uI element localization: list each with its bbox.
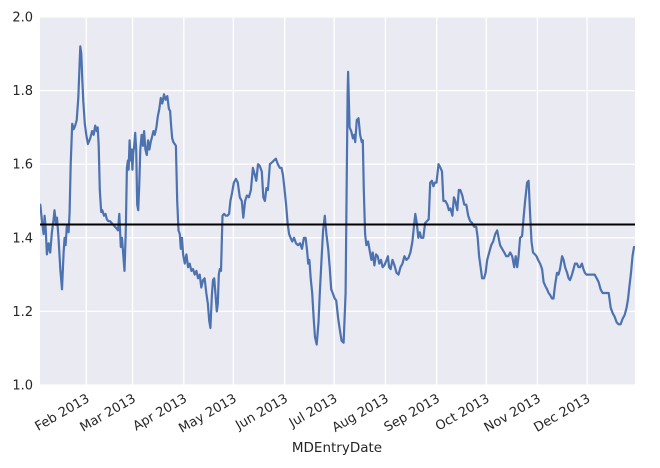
- y-tick-label: 1.0: [12, 379, 33, 394]
- y-tick-label: 2.0: [12, 11, 33, 26]
- plot-area: [40, 17, 635, 385]
- y-tick-label: 1.4: [12, 231, 33, 246]
- y-tick-label: 1.6: [12, 158, 33, 173]
- x-axis-label: MDEntryDate: [292, 440, 382, 456]
- y-tick-label: 1.2: [12, 305, 33, 320]
- y-tick-label: 1.8: [12, 84, 33, 99]
- price-line: [40, 45, 635, 346]
